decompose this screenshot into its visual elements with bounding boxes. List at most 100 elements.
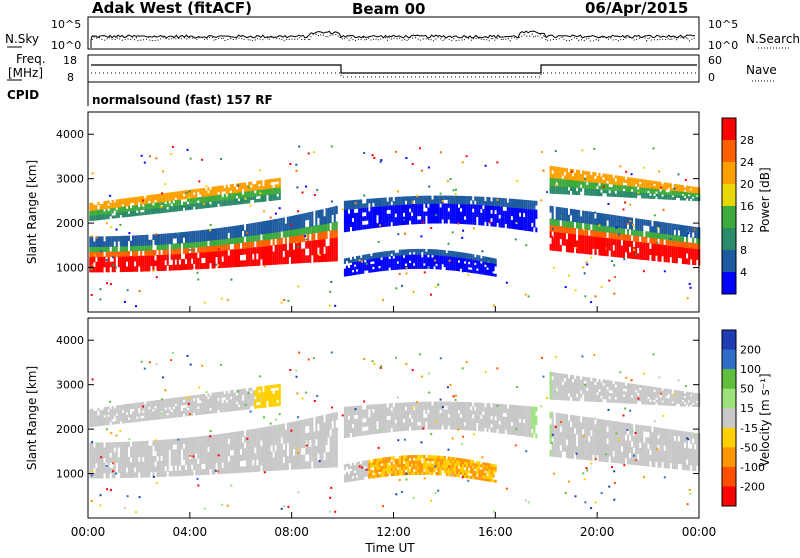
velocity-cell [136,462,138,468]
velocity-cell [317,438,319,446]
power-cell [222,228,224,234]
power-cell [393,250,395,253]
power-cell [370,224,372,229]
power-cell [403,266,405,269]
power-cell [631,229,633,235]
velocity-cell [124,415,126,418]
velocity-cell [100,421,102,424]
power-cell [277,191,279,195]
power-cell [592,182,594,186]
power-cell [662,228,664,234]
power-cell [470,265,472,268]
power-cell [605,250,607,256]
power-cell [413,266,415,269]
power-speckle [172,146,174,148]
velocity-cell [358,414,360,419]
velocity-cell [267,458,269,465]
power-cell [666,234,668,240]
power-cell [152,206,154,209]
power-cell [311,212,313,220]
velocity-cell [195,437,197,443]
velocity-cell [344,475,346,478]
power-cell [474,217,476,221]
nsky-left-tick-top: 10^5 [51,18,81,31]
power-cell [527,226,529,231]
velocity-cell [167,445,169,451]
velocity-cell [313,454,315,462]
velocity-cell [118,421,120,424]
power-cell [592,218,594,225]
power-speckle [204,302,206,304]
power-cell [668,251,670,257]
power-cell [177,265,179,271]
power-cell [293,250,295,257]
velocity-cell [122,415,124,418]
velocity-cell [138,403,140,406]
power-cell [146,245,148,251]
velocity-cell [262,392,264,396]
velocity-cell [224,406,226,409]
velocity-cell [209,452,211,458]
power-cell [134,208,136,211]
velocity-cell [222,439,224,445]
velocity-cell [189,470,191,476]
power-cell [224,200,226,203]
velocity-cell [301,462,303,469]
power-cell [397,197,399,202]
power-cell [250,248,252,255]
power-cell [399,201,401,205]
power-cell [440,207,442,211]
power-cell [621,222,623,228]
power-cell [336,206,338,214]
velocity-cell [307,418,309,426]
power-cell [670,195,672,198]
power-cell [324,239,326,247]
velocity-cell [244,388,246,391]
power-cell [358,256,360,259]
velocity-cell [207,441,209,447]
power-cell [383,257,385,260]
velocity-cell [258,440,260,447]
power-cell [224,262,226,268]
velocity-cell [238,455,240,461]
velocity-cell [95,448,97,454]
power-cell [680,252,682,258]
power-cell [615,184,617,187]
power-speckle [461,237,463,239]
power-cell [552,178,554,182]
velocity-cell [140,418,142,421]
power-cell [405,260,407,263]
power-cell [676,184,678,187]
velocity-cell [175,455,177,461]
velocity-cell [136,419,138,422]
power-cell [368,264,370,267]
power-cell [393,213,395,218]
power-cell [289,250,291,257]
power-cell [130,198,132,201]
velocity-cell [346,429,348,434]
power-cell [476,271,478,274]
velocity-cell [112,442,114,448]
velocity-cell [209,458,211,464]
power-cell [635,247,637,253]
power-cell [621,188,623,191]
power-speckle [91,235,93,237]
power-cell [256,229,258,236]
power-cell [163,244,165,250]
velocity-cell [216,404,218,407]
power-cell [212,201,214,204]
power-cell [635,236,637,242]
velocity-cell [128,462,130,468]
velocity-cell [297,428,299,435]
power-cell [187,232,189,238]
power-cell [148,250,150,256]
power-cell [254,260,256,267]
velocity-cell [236,437,238,443]
power-cell [122,236,124,242]
velocity-cell [346,472,348,475]
velocity-cell [195,448,197,454]
power-cell [134,235,136,241]
power-cell [592,212,594,219]
power-cell [315,255,317,263]
power-cell [637,181,639,184]
